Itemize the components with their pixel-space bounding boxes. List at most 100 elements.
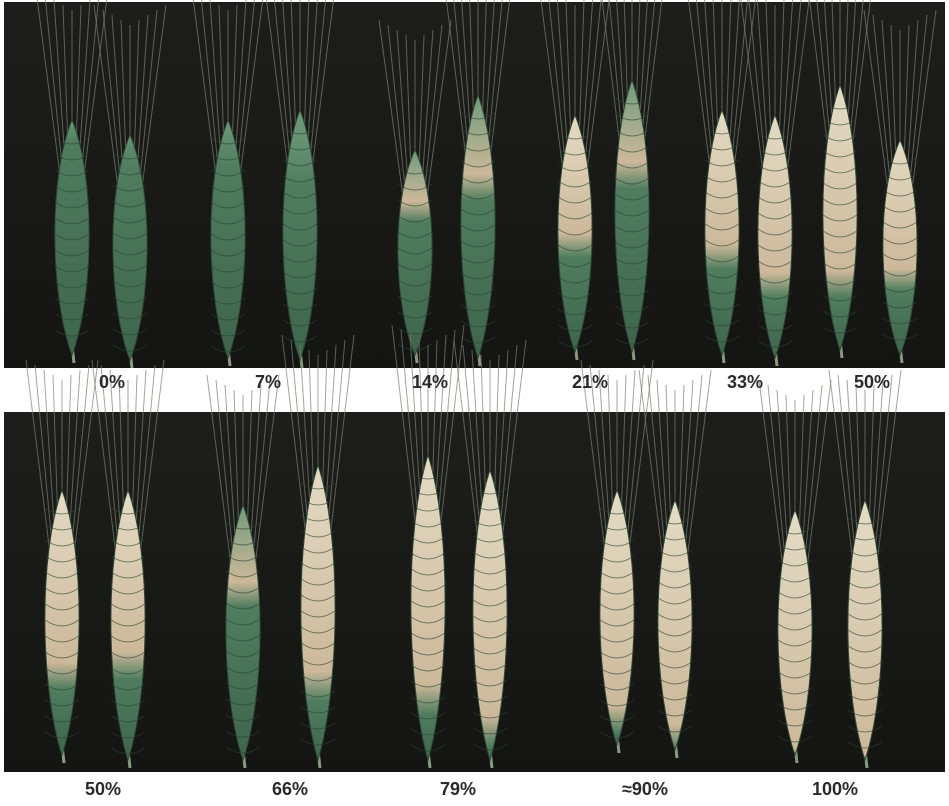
- grain: [112, 200, 148, 208]
- grain: [410, 520, 446, 528]
- grain: [847, 517, 883, 525]
- grain: [54, 265, 90, 273]
- grain: [210, 201, 246, 209]
- grain: [210, 265, 246, 273]
- grain: [397, 295, 433, 303]
- grain: [614, 209, 650, 217]
- grain: [882, 269, 918, 277]
- grain: [757, 340, 793, 348]
- grain: [882, 333, 918, 341]
- grain: [847, 549, 883, 557]
- awn: [437, 324, 465, 547]
- grain: [282, 159, 318, 167]
- grain: [472, 743, 508, 751]
- grain: [704, 303, 740, 311]
- awn: [309, 0, 334, 186]
- grain: [704, 207, 740, 215]
- grain: [614, 241, 650, 249]
- grain: [397, 199, 433, 207]
- grain: [472, 727, 508, 735]
- grain: [300, 546, 336, 554]
- grain: [300, 658, 336, 666]
- grain: [822, 310, 858, 318]
- grain: [110, 715, 146, 723]
- grain: [757, 212, 793, 220]
- grain: [599, 619, 635, 627]
- grain: [614, 273, 650, 281]
- grain: [757, 148, 793, 156]
- grain: [44, 571, 80, 579]
- grain: [822, 134, 858, 142]
- grain: [614, 193, 650, 201]
- grain: [460, 208, 496, 216]
- grain: [599, 715, 635, 723]
- awn: [391, 324, 419, 547]
- awn: [453, 339, 481, 558]
- grain: [557, 148, 593, 156]
- grain: [397, 311, 433, 319]
- spike: [110, 488, 146, 762]
- awn: [137, 359, 165, 572]
- grain: [657, 533, 693, 541]
- awn: [36, 0, 63, 191]
- grain: [777, 559, 813, 567]
- grain: [210, 329, 246, 337]
- grain: [210, 345, 246, 353]
- grain: [599, 699, 635, 707]
- grain: [300, 594, 336, 602]
- spike: [397, 148, 433, 357]
- awn: [784, 0, 810, 188]
- grain: [557, 292, 593, 300]
- grain: [460, 192, 496, 200]
- grain: [225, 634, 261, 642]
- grain: [282, 239, 318, 247]
- grain: [300, 578, 336, 586]
- grain: [110, 667, 146, 675]
- spike: [557, 113, 593, 354]
- awn: [731, 0, 756, 184]
- awn: [81, 0, 108, 191]
- grain: [822, 294, 858, 302]
- awn: [849, 0, 871, 165]
- grain: [410, 664, 446, 672]
- grain: [472, 631, 508, 639]
- grain: [599, 651, 635, 659]
- spike: [847, 498, 883, 762]
- grain: [460, 240, 496, 248]
- grain: [54, 233, 90, 241]
- awn: [378, 19, 406, 212]
- grain: [44, 507, 80, 515]
- grain: [614, 129, 650, 137]
- grain: [704, 143, 740, 151]
- grain: [472, 647, 508, 655]
- grain: [225, 650, 261, 658]
- grain: [300, 626, 336, 634]
- grain: [54, 169, 90, 177]
- grain: [847, 629, 883, 637]
- grain: [882, 221, 918, 229]
- grain: [882, 285, 918, 293]
- grain: [657, 613, 693, 621]
- grain: [112, 168, 148, 176]
- grain: [822, 118, 858, 126]
- grain: [410, 472, 446, 480]
- grain: [282, 223, 318, 231]
- spike: [282, 108, 318, 362]
- grain: [210, 297, 246, 305]
- grain: [110, 731, 146, 739]
- grain: [472, 663, 508, 671]
- labels: 0% 7% 14% 21% 33% 50% 50% 66% 79% ≈90% 100%: [85, 372, 890, 799]
- grain: [557, 132, 593, 140]
- grain: [614, 113, 650, 121]
- severity-label: 7%: [255, 372, 281, 392]
- grain: [882, 253, 918, 261]
- grain: [54, 185, 90, 193]
- grain: [657, 597, 693, 605]
- awn: [874, 369, 902, 579]
- grain: [882, 301, 918, 309]
- grain: [757, 292, 793, 300]
- grain: [410, 632, 446, 640]
- grain: [882, 237, 918, 245]
- grain: [777, 575, 813, 583]
- grain: [822, 278, 858, 286]
